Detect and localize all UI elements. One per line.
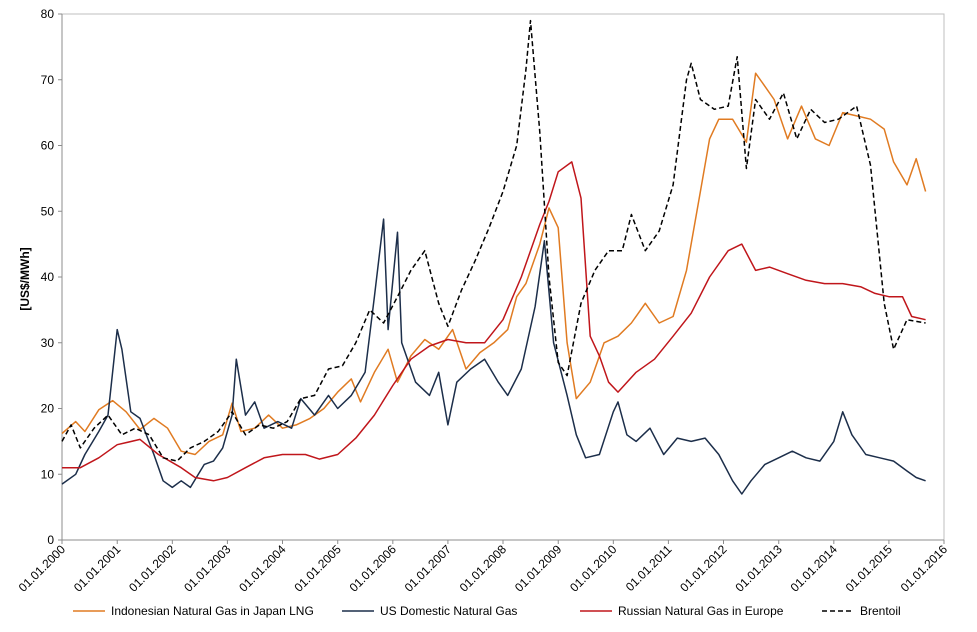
x-tick-label: 01.01.2004 (236, 542, 289, 595)
x-tick-label: 01.01.2006 (347, 542, 400, 595)
series-line-2 (61, 218, 926, 495)
y-tick-labels: 0 10 20 30 40 50 60 70 80 (41, 7, 62, 547)
y-tick-label: 50 (41, 204, 55, 218)
series-line-3 (62, 161, 926, 482)
y-axis-label: [US$/MWh] (18, 247, 32, 310)
x-tick-label: 01.01.2015 (843, 542, 896, 595)
x-tick-labels: 01.01.2000 01.01.2001 01.01.2002 01.01.2003… (16, 540, 951, 595)
series-line-1 (61, 72, 927, 456)
legend: Indonesian Natural Gas in Japan LNG US Do… (73, 604, 901, 618)
plot-area-border (61, 13, 945, 541)
x-tick-label: 01.01.2010 (567, 542, 620, 595)
y-tick-label: 80 (41, 7, 55, 21)
x-tick-label: 01.01.2009 (512, 542, 565, 595)
legend-label-4: Brentoil (860, 604, 901, 618)
x-tick-label: 01.01.2003 (181, 542, 234, 595)
y-tick-label: 10 (41, 467, 55, 481)
legend-label-3: Russian Natural Gas in Europe (618, 604, 784, 618)
legend-label-1: Indonesian Natural Gas in Japan LNG (111, 604, 314, 618)
y-tick-label: 20 (41, 402, 55, 416)
x-tick-label: 01.01.2002 (126, 542, 179, 595)
y-tick-label: 60 (41, 139, 55, 153)
legend-label-2: US Domestic Natural Gas (380, 604, 517, 618)
x-tick-label: 01.01.2005 (291, 542, 344, 595)
series-line-4 (61, 19, 926, 462)
x-tick-label: 01.01.2013 (732, 542, 785, 595)
x-tick-label: 01.01.2001 (71, 542, 124, 595)
x-tick-label: 01.01.2011 (623, 542, 675, 594)
x-tick-label: 01.01.2014 (788, 542, 841, 595)
x-tick-label: 01.01.2008 (457, 542, 510, 595)
axes (61, 13, 945, 541)
x-tick-label: 01.01.2007 (402, 542, 455, 595)
y-tick-label: 40 (41, 270, 55, 284)
x-tick-label: 01.01.2016 (898, 542, 951, 595)
y-tick-label: 30 (41, 336, 55, 350)
series-lines (61, 19, 927, 495)
y-tick-label: 0 (47, 533, 54, 547)
x-tick-label: 01.01.2000 (16, 542, 69, 595)
x-tick-label: 01.01.2012 (677, 542, 730, 595)
y-tick-label: 70 (41, 73, 55, 87)
